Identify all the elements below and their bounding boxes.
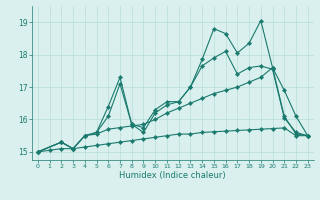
X-axis label: Humidex (Indice chaleur): Humidex (Indice chaleur) [119,171,226,180]
